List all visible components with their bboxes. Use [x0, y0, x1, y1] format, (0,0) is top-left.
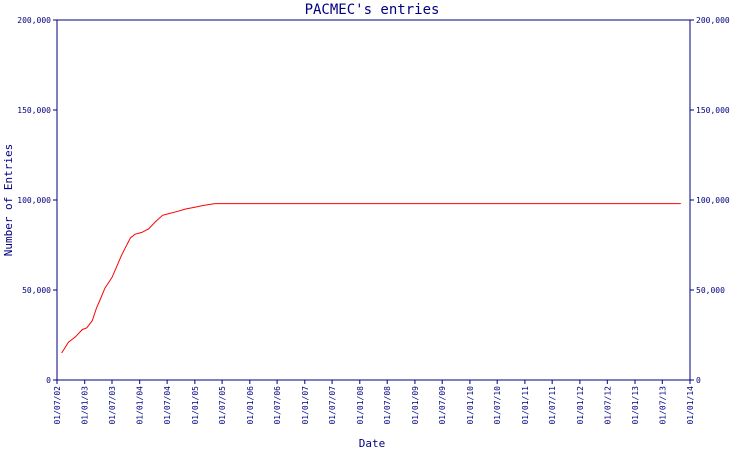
x-tick-label: 01/01/12	[576, 386, 585, 425]
x-tick-label: 01/01/08	[356, 386, 365, 425]
y-axis-title: Number of Entries	[2, 144, 15, 257]
x-tick-label: 01/01/06	[246, 386, 255, 425]
x-tick-label: 01/01/11	[521, 386, 530, 425]
x-tick-label: 01/01/03	[81, 386, 90, 425]
x-tick-label: 01/07/10	[493, 386, 502, 425]
x-tick-label: 01/07/07	[328, 386, 337, 425]
x-tick-label: 01/01/10	[466, 386, 475, 425]
y-axis-left: 0 50,000 100,000 150,000 200,000	[17, 16, 57, 385]
x-tick-label: 01/01/07	[301, 386, 310, 425]
x-tick-label: 01/07/12	[603, 386, 612, 425]
x-tick-label: 01/07/11	[548, 386, 557, 425]
series-layer	[61, 203, 681, 354]
x-tick-label: 01/07/08	[383, 386, 392, 425]
y-tick-label-right: 200,000	[696, 16, 730, 25]
y-tick-label-left: 200,000	[17, 16, 51, 25]
x-tick-label: 01/07/09	[438, 386, 447, 425]
x-tick-label: 01/07/06	[273, 386, 282, 425]
x-tick-label: 01/07/13	[658, 386, 667, 425]
plot-area-frame	[56, 19, 691, 381]
y-tick-label-left: 150,000	[17, 106, 51, 115]
y-tick-label-right: 0	[696, 376, 701, 385]
y-tick-label-left: 50,000	[22, 286, 51, 295]
series-line	[61, 203, 681, 354]
x-tick-label: 01/01/05	[191, 386, 200, 425]
y-axis-right: 0 50,000 100,000 150,000 200,000	[690, 16, 730, 385]
y-tick-label-right: 150,000	[696, 106, 730, 115]
x-tick-label: 01/07/05	[218, 386, 227, 425]
x-tick-label: 01/01/04	[136, 386, 145, 425]
x-tick-label: 01/07/02	[53, 386, 62, 425]
y-tick-label-left: 100,000	[17, 196, 51, 205]
x-axis: 01/07/02 01/01/03 01/07/03 01/01/04 01/07/04…	[53, 380, 695, 425]
x-tick-label: 01/07/03	[108, 386, 117, 425]
y-tick-label-right: 100,000	[696, 196, 730, 205]
y-tick-label-left: 0	[46, 376, 51, 385]
x-tick-label: 01/01/14	[686, 386, 695, 425]
x-tick-label: 01/01/09	[411, 386, 420, 425]
chart-title: PACMEC's entries	[305, 2, 440, 18]
y-tick-label-right: 50,000	[696, 286, 725, 295]
x-tick-label: 01/01/13	[631, 386, 640, 425]
x-axis-title: Date	[359, 437, 386, 450]
x-tick-label: 01/07/04	[163, 386, 172, 425]
